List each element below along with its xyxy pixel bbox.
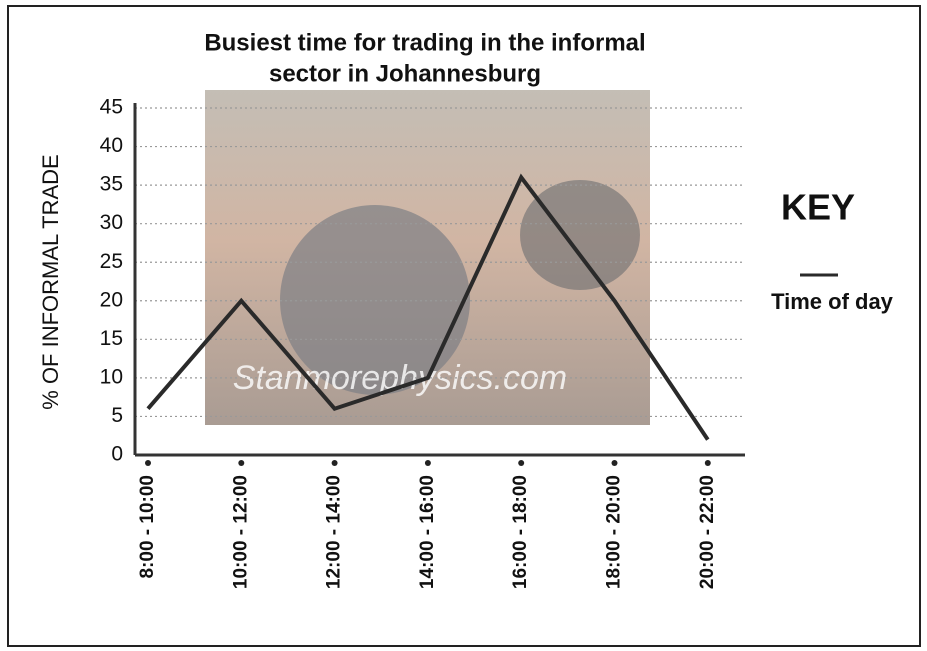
x-tick bbox=[332, 460, 338, 466]
y-axis-label: % OF INFORMAL TRADE bbox=[38, 154, 63, 409]
y-tick-label: 40 bbox=[100, 134, 123, 157]
y-tick-label: 5 bbox=[111, 404, 123, 427]
x-tick-label: 10:00 - 12:00 bbox=[230, 475, 251, 589]
x-tick-label: 14:00 - 16:00 bbox=[417, 475, 438, 589]
legend-title: KEY bbox=[781, 187, 855, 228]
x-tick-label: 16:00 - 18:00 bbox=[510, 475, 531, 589]
y-tick-label: 20 bbox=[100, 288, 123, 311]
y-tick-label: 35 bbox=[100, 173, 123, 196]
chart: Busiest time for trading in the informal… bbox=[0, 0, 927, 651]
x-tick bbox=[518, 460, 524, 466]
y-tick-label: 45 bbox=[100, 96, 123, 119]
y-tick-label: 0 bbox=[111, 443, 123, 466]
x-tick bbox=[612, 460, 618, 466]
chart-title: sector in Johannesburg bbox=[269, 60, 541, 87]
x-tick bbox=[425, 460, 431, 466]
x-tick bbox=[705, 460, 711, 466]
chart-title: Busiest time for trading in the informal bbox=[204, 29, 645, 56]
x-tick-label: 18:00 - 20:00 bbox=[604, 475, 625, 589]
y-tick-label: 30 bbox=[100, 211, 123, 234]
x-tick-label: 12:00 - 14:00 bbox=[324, 475, 345, 589]
y-tick-label: 15 bbox=[100, 327, 123, 350]
y-tick-label: 10 bbox=[100, 365, 123, 388]
x-tick-label: 8:00 - 10:00 bbox=[137, 475, 158, 579]
x-tick bbox=[238, 460, 244, 466]
y-tick-label: 25 bbox=[100, 250, 123, 273]
x-tick-label: 20:00 - 22:00 bbox=[697, 475, 718, 589]
legend-label: Time of day bbox=[771, 289, 894, 314]
page: {"chart_data": {"type": "line", "title":… bbox=[0, 0, 927, 651]
x-tick bbox=[145, 460, 151, 466]
